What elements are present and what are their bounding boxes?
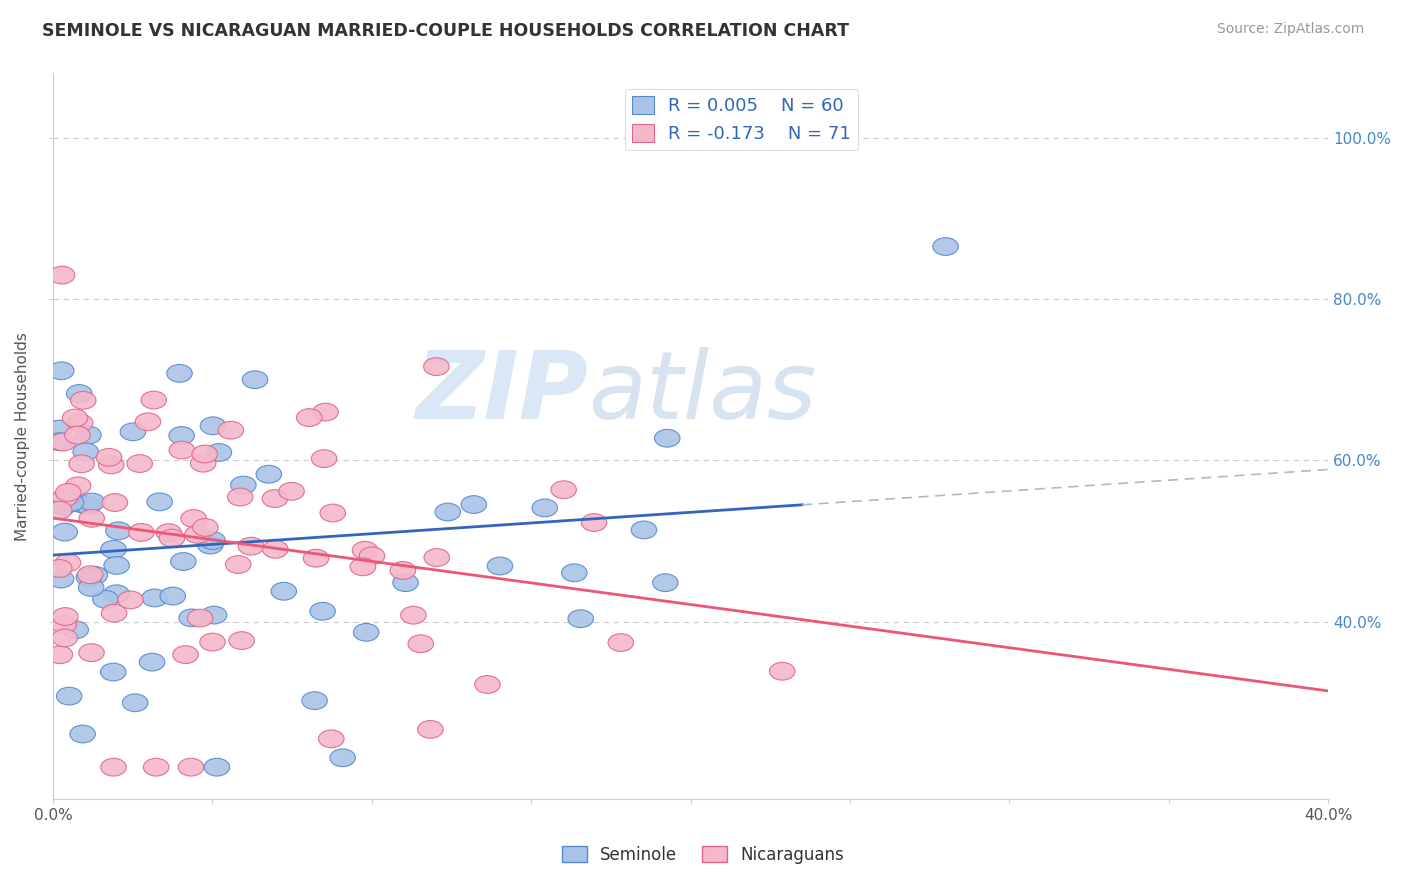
Legend: R = 0.005    N = 60, R = -0.173    N = 71: R = 0.005 N = 60, R = -0.173 N = 71 — [624, 89, 858, 151]
Text: SEMINOLE VS NICARAGUAN MARRIED-COUPLE HOUSEHOLDS CORRELATION CHART: SEMINOLE VS NICARAGUAN MARRIED-COUPLE HO… — [42, 22, 849, 40]
Text: Source: ZipAtlas.com: Source: ZipAtlas.com — [1216, 22, 1364, 37]
Y-axis label: Married-couple Households: Married-couple Households — [15, 332, 30, 541]
Text: ZIP: ZIP — [416, 347, 589, 439]
Legend: Seminole, Nicaraguans: Seminole, Nicaraguans — [555, 839, 851, 871]
Text: atlas: atlas — [589, 347, 817, 438]
